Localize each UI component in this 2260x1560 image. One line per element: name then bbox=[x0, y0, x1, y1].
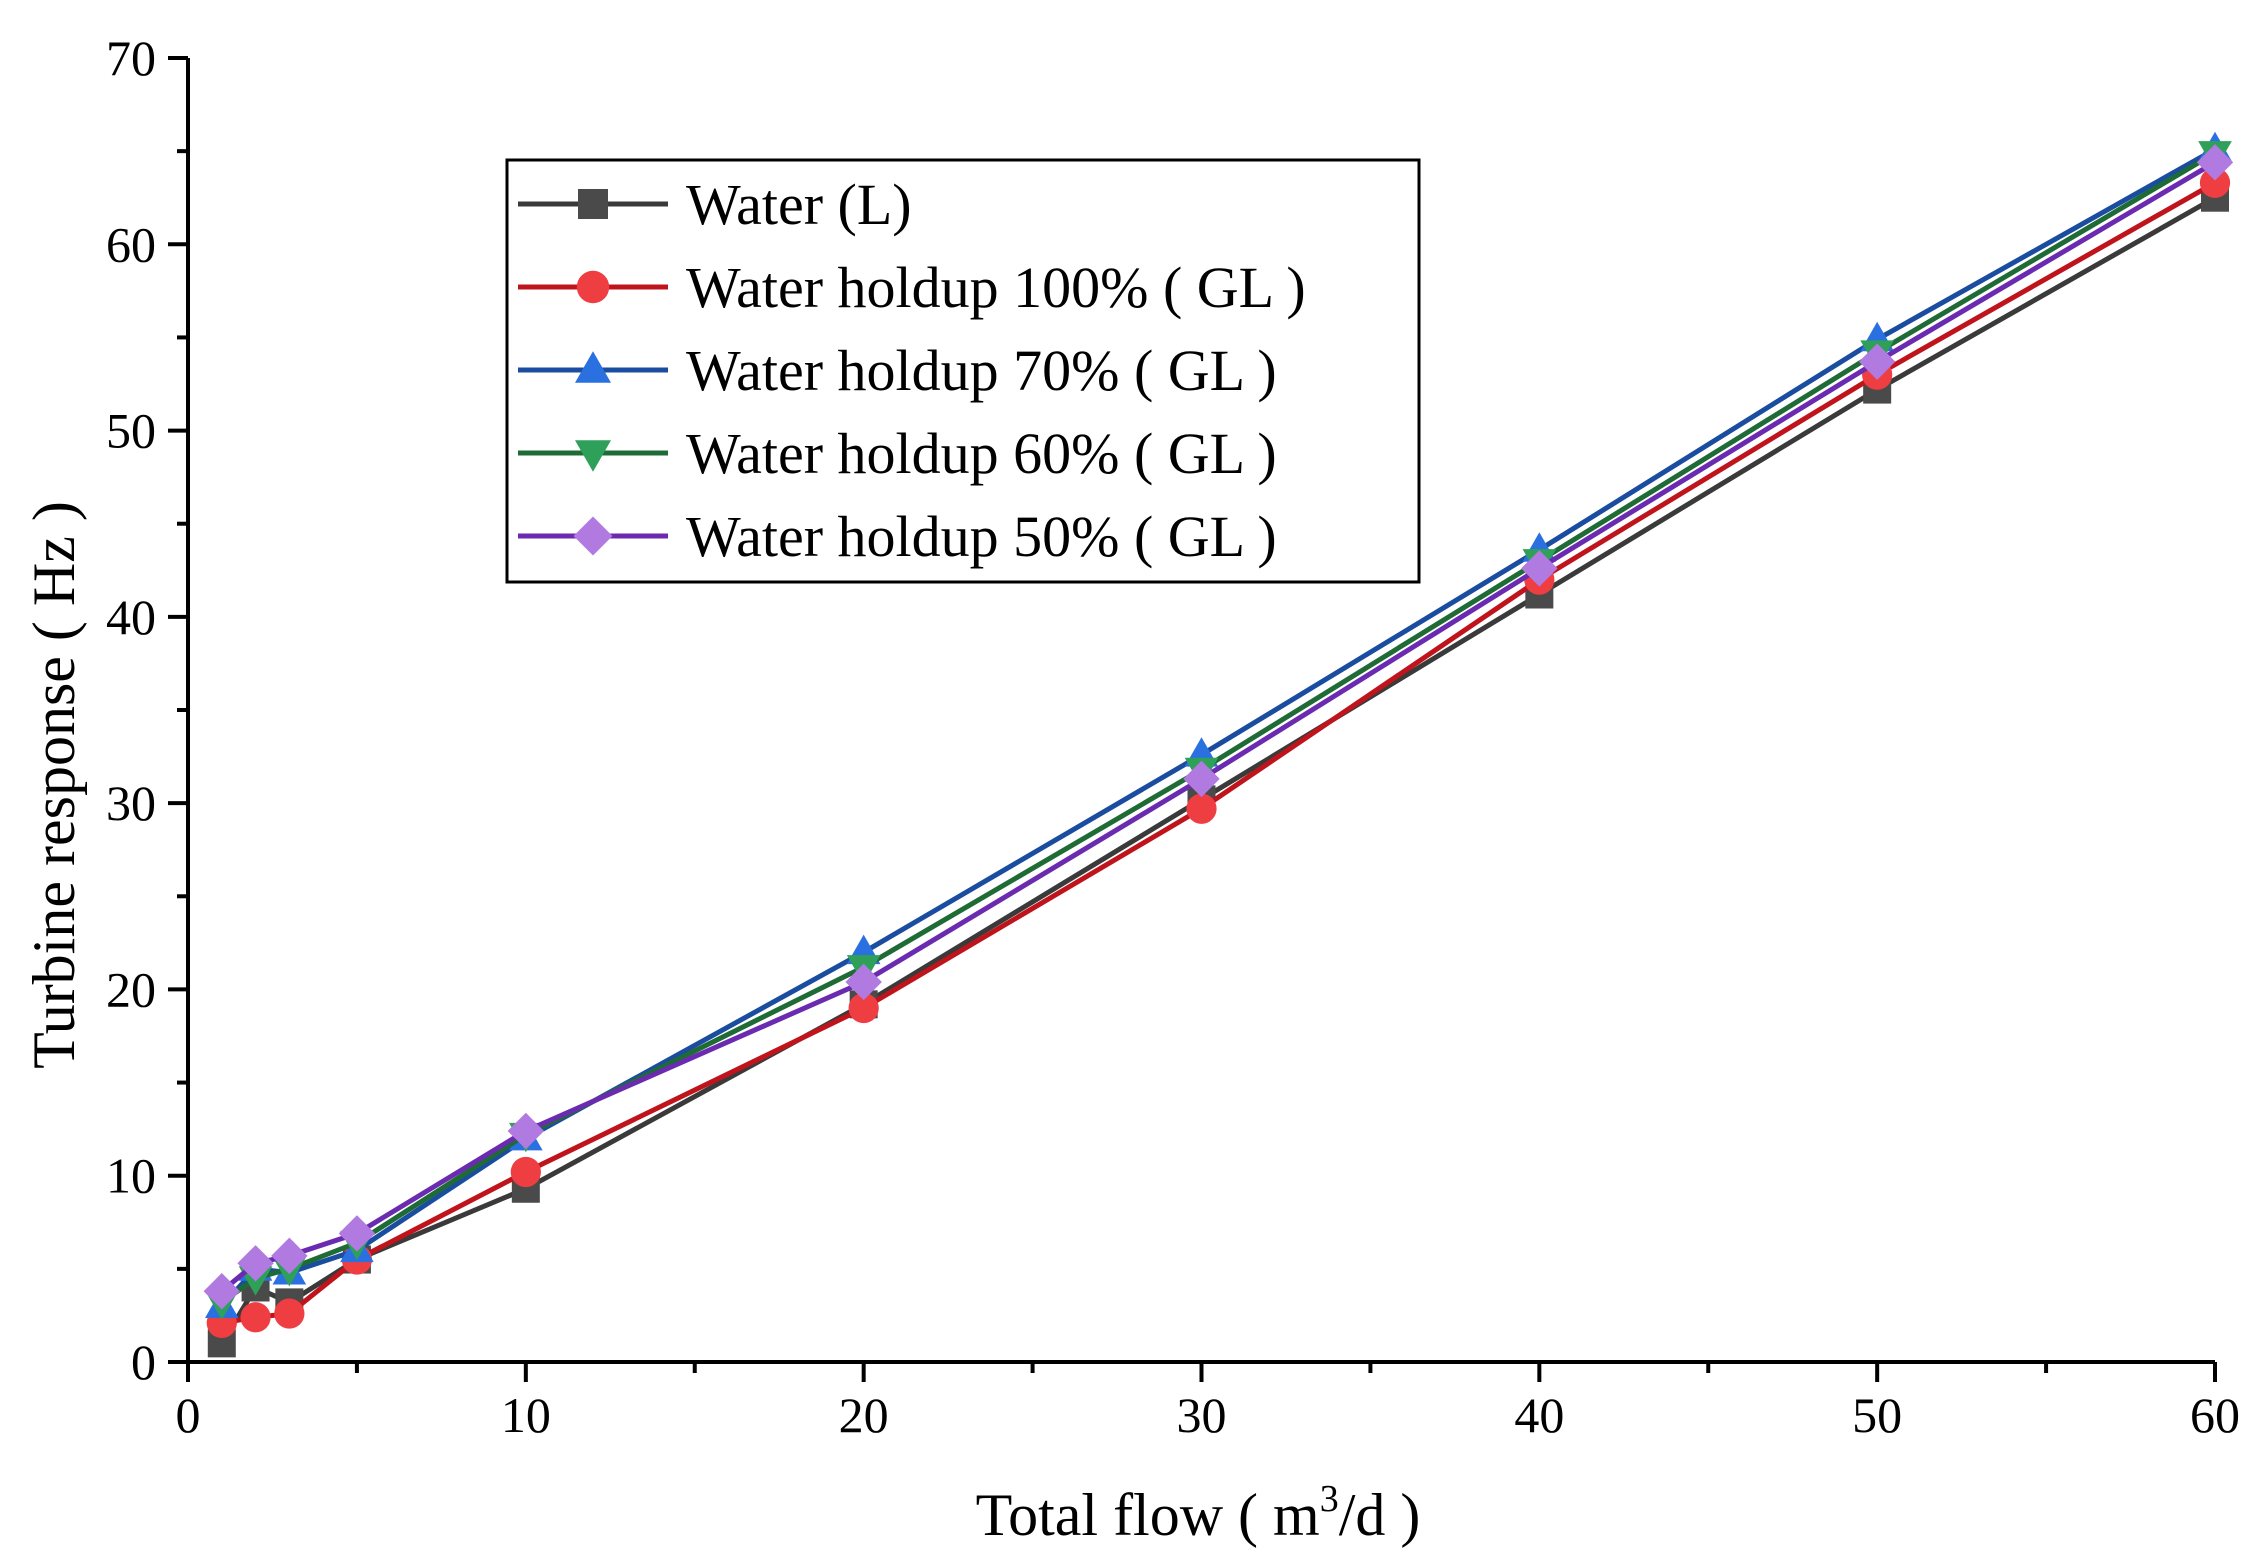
legend-label: Water (L) bbox=[686, 172, 912, 237]
series-5-point bbox=[203, 1273, 240, 1310]
series-2-point bbox=[848, 992, 879, 1024]
legend-item-3: Water holdup 70% ( GL ) bbox=[518, 338, 1277, 403]
series-5-point bbox=[1858, 343, 1896, 380]
y-tick-label: 0 bbox=[131, 1334, 156, 1390]
series-5-point bbox=[271, 1237, 308, 1275]
legend-item-1: Water (L) bbox=[518, 172, 912, 237]
series-2-point bbox=[1186, 793, 1217, 824]
series-5-point bbox=[237, 1245, 274, 1282]
legend-label: Water holdup 70% ( GL ) bbox=[686, 338, 1277, 403]
plot-axes: 0 10 20 30 40 50 60 0 10 20 30 40 50 60 70 bbox=[106, 30, 2240, 1443]
series-2-point bbox=[240, 1302, 271, 1333]
series-5-point bbox=[1521, 550, 1558, 587]
x-tick-label: 20 bbox=[839, 1387, 889, 1443]
series-2-point bbox=[510, 1156, 541, 1188]
series-5-point bbox=[1183, 760, 1220, 798]
y-tick-label: 70 bbox=[106, 30, 156, 86]
x-tick-label: 30 bbox=[1177, 1387, 1227, 1443]
series-5-line bbox=[220, 160, 2217, 1294]
series-2-point bbox=[2199, 167, 2231, 198]
y-axis-title: Turbine response ( Hz ) bbox=[21, 501, 87, 1069]
legend-label: Water holdup 60% ( GL ) bbox=[686, 421, 1277, 486]
y-tick-label: 50 bbox=[106, 403, 156, 459]
y-tick-label: 10 bbox=[106, 1148, 156, 1204]
legend-swatch-marker bbox=[573, 516, 613, 556]
series-4-line bbox=[220, 150, 2217, 1305]
legend-item-4: Water holdup 60% ( GL ) bbox=[518, 421, 1277, 486]
legend-swatch-marker bbox=[575, 440, 611, 472]
x-axis-title: Total flow ( m3/d ) bbox=[976, 1478, 1421, 1548]
series-2-line bbox=[221, 180, 2217, 1326]
plot-series bbox=[203, 131, 2234, 1358]
legend-item-2: Water holdup 100% ( GL ) bbox=[518, 255, 1306, 320]
legend-label: Water holdup 100% ( GL ) bbox=[686, 255, 1306, 320]
legend-label: Water holdup 50% ( GL ) bbox=[686, 504, 1277, 569]
x-tick-label: 40 bbox=[1514, 1387, 1564, 1443]
legend-item-5: Water holdup 50% ( GL ) bbox=[518, 504, 1277, 569]
legend-swatch-marker bbox=[578, 189, 608, 219]
series-3-line bbox=[219, 147, 2217, 1308]
series-5-point bbox=[845, 963, 882, 1001]
y-tick-label: 20 bbox=[106, 961, 156, 1017]
legend-swatch-marker bbox=[575, 351, 611, 383]
series-5-point bbox=[338, 1215, 376, 1252]
y-tick-label: 60 bbox=[106, 216, 156, 272]
x-tick-label: 50 bbox=[1852, 1387, 1902, 1443]
series-1-line bbox=[219, 195, 2217, 1345]
x-tick-label: 10 bbox=[501, 1387, 551, 1443]
y-tick-label: 30 bbox=[106, 775, 156, 831]
legend: Water (L) Water holdup 100% ( GL ) Water h… bbox=[505, 158, 1421, 584]
series-5-point bbox=[2196, 144, 2234, 181]
x-tick-label: 60 bbox=[2190, 1387, 2240, 1443]
x-tick-label: 0 bbox=[176, 1387, 201, 1443]
series-2-point bbox=[274, 1298, 305, 1329]
series-5 bbox=[203, 144, 2234, 1310]
y-tick-label: 40 bbox=[106, 589, 156, 645]
series-5-point bbox=[507, 1112, 545, 1150]
legend-swatch-marker bbox=[576, 270, 610, 304]
